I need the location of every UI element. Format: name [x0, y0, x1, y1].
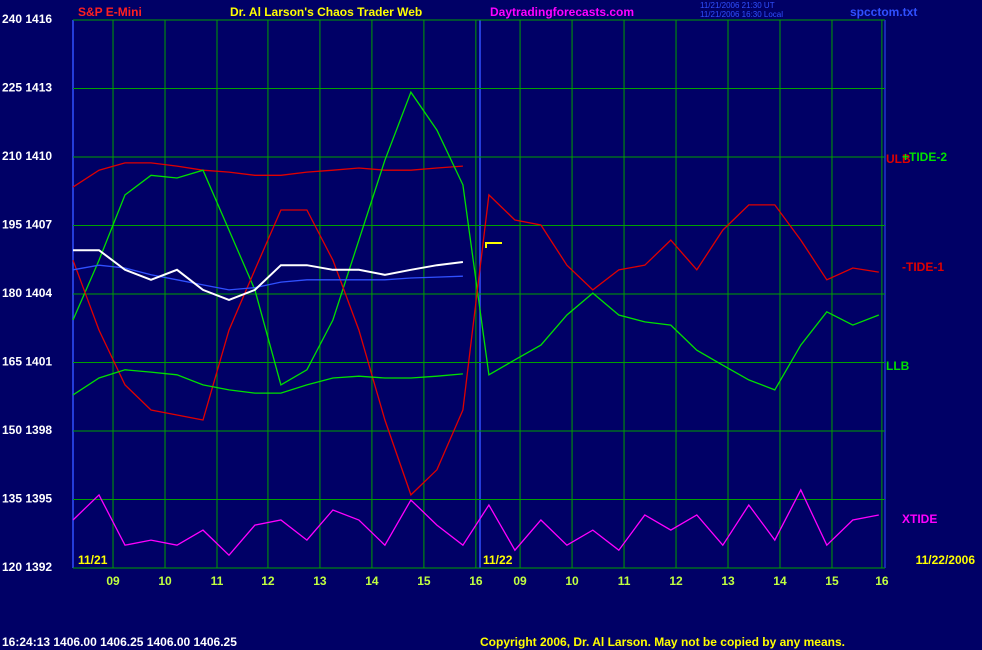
timestamp: 11/21/2006 16:30 Local [700, 10, 783, 19]
date-label: 11/22 [483, 553, 513, 567]
x-tick-label: 10 [158, 574, 172, 588]
x-tick-label: 16 [469, 574, 483, 588]
y-tick-label: 225 1413 [2, 81, 52, 95]
quote: 16:24:13 1406.00 1406.25 1406.00 1406.25 [2, 635, 237, 649]
y-tick-label: 150 1398 [2, 423, 52, 437]
x-tick-label: 16 [875, 574, 889, 588]
series-label: ULB [886, 152, 911, 166]
copyright: Copyright 2006, Dr. Al Larson. May not b… [480, 635, 845, 649]
file-name: spcctom.txt [850, 5, 917, 19]
series-line [72, 369, 463, 396]
date-label: 11/21 [78, 553, 108, 567]
y-tick-label: 195 1407 [2, 218, 52, 232]
x-tick-label: 09 [513, 574, 527, 588]
x-tick-label: 11 [211, 574, 224, 588]
series-line [72, 90, 880, 391]
x-tick-label: 15 [417, 574, 431, 588]
series-line [72, 193, 879, 497]
chart-subtitle: Dr. Al Larson's Chaos Trader Web [230, 5, 422, 19]
y-tick-label: 210 1410 [2, 149, 52, 163]
series-label: XTIDE [902, 512, 937, 526]
y-tick-label: 240 1416 [2, 12, 52, 26]
series-line [73, 249, 464, 301]
x-tick-label: 12 [261, 574, 275, 588]
x-tick-label: 14 [773, 574, 787, 588]
chart-title: S&P E-Mini [78, 5, 142, 19]
x-tick-label: 14 [365, 574, 379, 588]
date-label: 11/22/2006 [916, 553, 976, 567]
y-tick-label: 180 1404 [2, 286, 52, 300]
x-tick-label: 11 [618, 574, 631, 588]
x-tick-label: 09 [106, 574, 120, 588]
series-line [72, 162, 463, 188]
x-tick-label: 12 [669, 574, 683, 588]
x-tick-label: 10 [565, 574, 579, 588]
x-tick-label: 15 [825, 574, 839, 588]
site-name: Daytradingforecasts.com [490, 5, 634, 19]
series-label: +TIDE-2 [902, 150, 947, 164]
x-tick-label: 13 [313, 574, 327, 588]
y-tick-label: 120 1392 [2, 560, 52, 574]
series-label: -TIDE-1 [902, 260, 944, 274]
series-line [72, 264, 463, 291]
series-line [72, 488, 879, 557]
x-tick-label: 13 [721, 574, 735, 588]
y-tick-label: 135 1395 [2, 492, 52, 506]
series-label: LLB [886, 359, 910, 373]
y-tick-label: 165 1401 [2, 355, 52, 369]
forecast-marker [485, 242, 502, 248]
timestamp: 11/21/2006 21:30 UT [700, 1, 775, 10]
